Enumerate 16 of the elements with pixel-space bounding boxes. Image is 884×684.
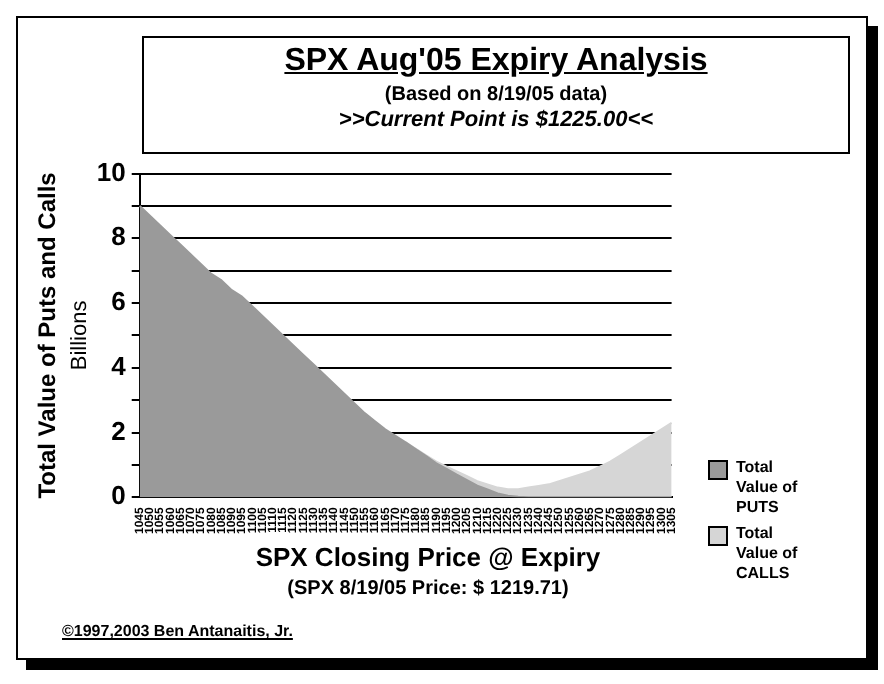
y-tick-label: 4 xyxy=(111,350,128,381)
y-tick-label: 8 xyxy=(111,221,126,252)
text: >>Current Point is $1225.00<< xyxy=(336,108,656,132)
y-tick-label: 2 xyxy=(111,415,126,446)
y-axis-title: Total Value of Puts and Calls xyxy=(33,171,62,499)
text: (SPX 8/19/05 Price: $ 1219.71) xyxy=(285,578,571,600)
legend-label: Total Value of PUTS xyxy=(736,458,800,518)
y-tick-label: 6 xyxy=(111,286,126,317)
y-tick-label: 10 xyxy=(96,156,126,187)
chart-title: SPX Aug'05 Expiry Analysis xyxy=(282,44,710,80)
y-tick-label: 0 xyxy=(111,480,126,511)
text: ©1997,2003 Ben Antanaitis, Jr. xyxy=(62,622,293,640)
legend-label: Total Value of CALLS xyxy=(736,524,800,584)
x-axis-title: SPX Closing Price @ Expiry xyxy=(253,542,603,572)
text: Billions xyxy=(67,299,92,371)
chart-subtitle: (Based on 8/19/05 data) xyxy=(382,84,610,106)
